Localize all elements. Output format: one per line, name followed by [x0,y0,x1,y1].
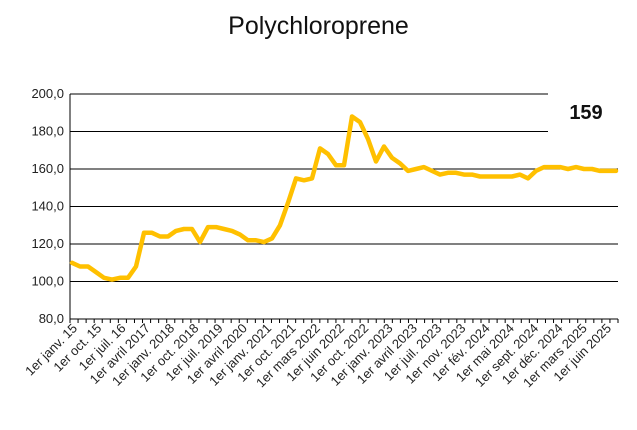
y-tick-label: 100,0 [31,274,64,289]
y-tick-label: 200,0 [31,86,64,101]
series-layer [69,114,619,282]
y-tick-label: 80,0 [39,311,64,326]
series-line [69,114,619,282]
axes [69,94,619,323]
gridlines [70,93,618,282]
latest-value-annotation: 159 [569,102,602,124]
y-tick-label: 160,0 [31,161,64,176]
chart-title: Polychloroprene [228,12,409,40]
y-tick-label: 140,0 [31,199,64,214]
y-tick-label: 180,0 [31,124,64,139]
y-axis-ticks: 80,0 100,0 120,0 140,0 160,0 180,0 200,0 [31,86,64,326]
y-tick-label: 120,0 [31,236,64,251]
